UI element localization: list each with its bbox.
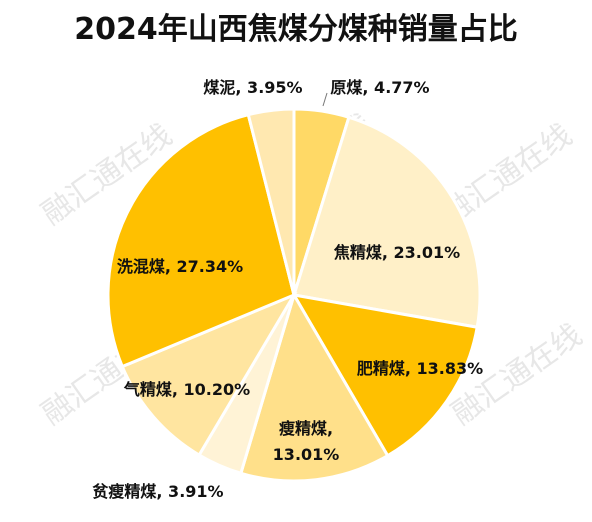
data-label-1: 原煤, 4.77% bbox=[330, 78, 429, 97]
data-label-4: 13.01% bbox=[273, 445, 340, 464]
data-label-3: 肥精煤, 13.83% bbox=[357, 359, 483, 378]
data-label-4: 瘦精煤, bbox=[279, 419, 333, 438]
data-label-2: 焦精煤, 23.01% bbox=[333, 243, 460, 262]
pie-slice-6 bbox=[120, 291, 298, 458]
pie-slice-8 bbox=[246, 107, 296, 296]
pie-slice-7 bbox=[106, 112, 296, 369]
chart-title: 2024年山西焦煤分煤种销量占比 bbox=[74, 12, 518, 47]
data-label-7: 洗混煤, 27.34% bbox=[117, 257, 243, 276]
data-label-6: 气精煤, 10.20% bbox=[123, 380, 250, 399]
pie-slice-2 bbox=[292, 115, 482, 329]
label-leader-line bbox=[322, 92, 328, 107]
data-label-8: 煤泥, 3.95% bbox=[203, 78, 302, 97]
pie-slice-4 bbox=[239, 291, 390, 483]
pie-slice-3 bbox=[291, 292, 479, 458]
data-label-5: 贫瘦精煤, 3.91% bbox=[92, 482, 223, 501]
